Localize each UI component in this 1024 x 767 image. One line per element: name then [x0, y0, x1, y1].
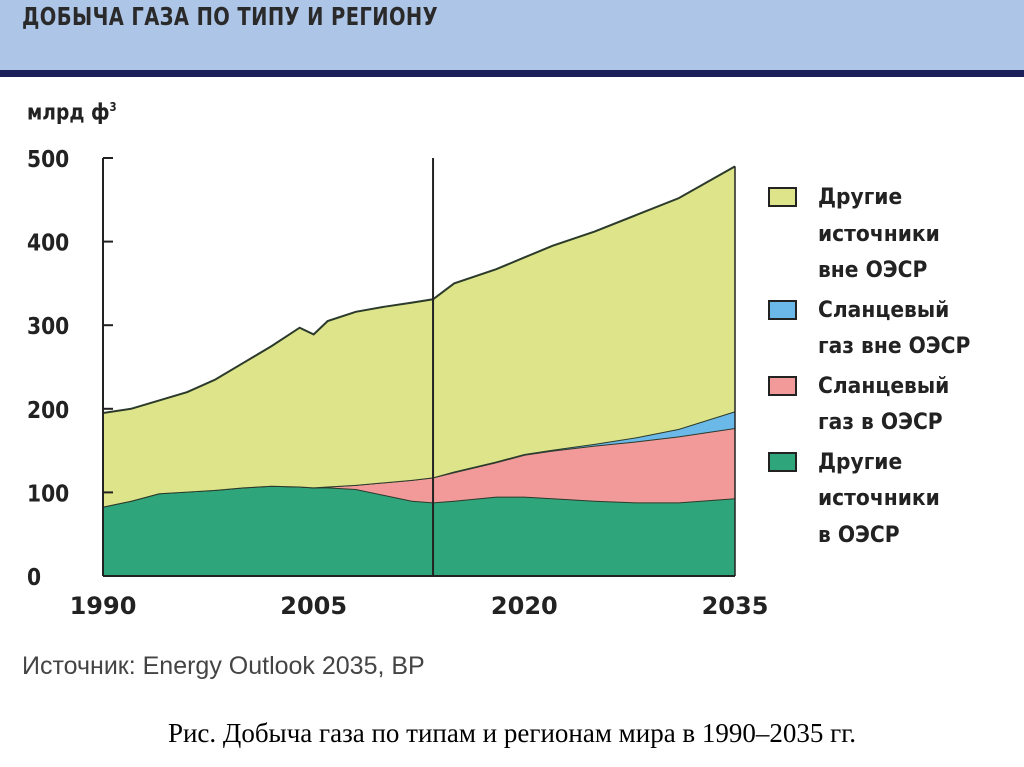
- legend-swatch: [768, 187, 797, 207]
- y-tick-label: 100: [27, 481, 69, 508]
- legend-swatch: [768, 375, 797, 396]
- x-tick-label: 2020: [491, 592, 558, 620]
- y-axis-label: млрд ф3: [27, 100, 117, 125]
- y-tick-label: 0: [27, 565, 41, 592]
- y-tick-label: 500: [27, 147, 69, 174]
- legend-item: Другие источники вне ОЭСР: [768, 180, 984, 290]
- x-tick-label: 2005: [280, 592, 347, 620]
- y-tick-label: 200: [27, 398, 69, 425]
- y-tick-label: 300: [27, 314, 69, 341]
- legend-item: Сланцевый газ вне ОЭСР: [768, 293, 984, 366]
- y-unit-sup: 3: [109, 100, 117, 114]
- legend-swatch: [768, 451, 797, 472]
- area-edge-3: [102, 165, 736, 414]
- area-edge-2: [102, 410, 736, 508]
- figure-caption: Рис. Добыча газа по типам и регионам мир…: [167, 718, 857, 748]
- y-tick-label: 400: [27, 230, 69, 257]
- x-tick-label: 2035: [702, 592, 769, 620]
- legend-item: Сланцевый газ в ОЭСР: [768, 369, 984, 442]
- legend: Другие источники вне ОЭСР Сланцевый газ в…: [768, 180, 984, 557]
- legend-label: Другие источники в ОЭСР: [818, 449, 940, 548]
- chart-title: ДОБЫЧА ГАЗА ПО ТИПУ И РЕГИОНУ: [22, 2, 439, 31]
- area-3: [103, 166, 735, 507]
- source-note: Источник: Energy Outlook 2035, BP: [22, 652, 425, 680]
- area-0: [103, 485, 735, 576]
- legend-item: Другие источники в ОЭСР: [768, 445, 984, 555]
- x-tick-label: 1990: [70, 592, 137, 620]
- title-banner: [0, 0, 1024, 70]
- legend-label: Сланцевый газ вне ОЭСР: [818, 297, 971, 360]
- title-rule: [0, 70, 1024, 77]
- legend-label: Сланцевый газ в ОЭСР: [818, 373, 950, 436]
- legend-label: Другие источники вне ОЭСР: [818, 185, 940, 283]
- y-unit-text: млрд ф: [27, 100, 110, 126]
- legend-swatch: [768, 299, 797, 320]
